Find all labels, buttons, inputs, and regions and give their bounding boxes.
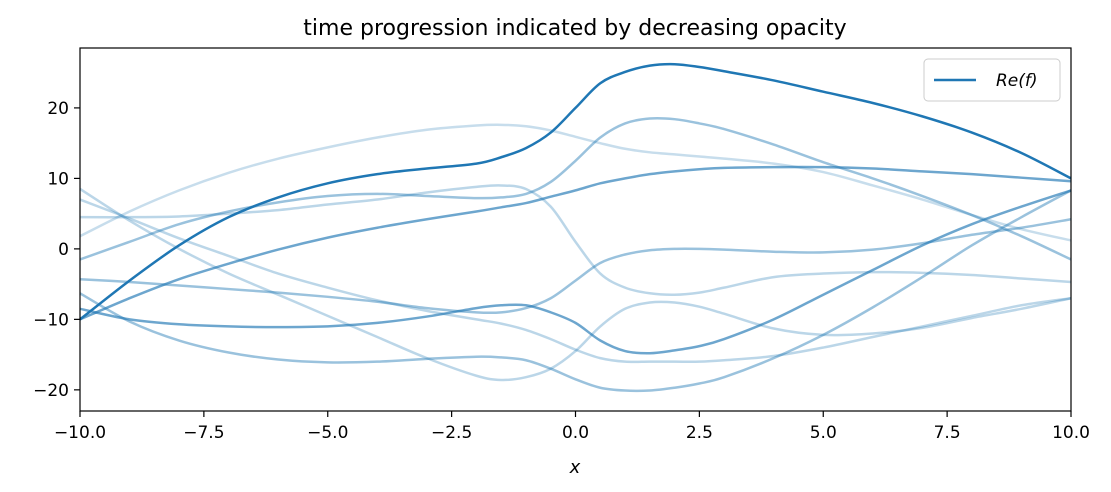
series-line-6 [79,116,1072,261]
series-line-3 [79,189,1072,355]
legend: Re(f) [923,58,1061,102]
y-tick-label: −20 [33,381,69,401]
x-tick-label: −10.0 [54,423,106,443]
x-tick-label: −5.0 [307,423,348,443]
y-axis-ticks: −20 −10 0 10 20 [33,99,80,401]
y-tick-label: 10 [47,169,69,189]
series-line-9 [79,198,1072,364]
chart-title: time progression indicated by decreasing… [303,16,846,41]
x-tick-label: 0.0 [562,423,589,443]
x-tick-label: 2.5 [686,423,713,443]
series-line-7 [79,187,1072,382]
series-line-4 [79,189,1072,393]
series-line-5 [79,218,1072,315]
series-line-1 [79,62,1072,321]
x-axis-ticks: −10.0 −7.5 −5.0 −2.5 0.0 2.5 5.0 7.5 10.0 [54,411,1090,443]
series-line-10 [79,123,1072,242]
x-axis-label: x [569,457,581,478]
x-tick-label: 5.0 [810,423,837,443]
x-tick-label: −2.5 [431,423,472,443]
x-tick-label: 7.5 [934,423,961,443]
y-tick-label: −10 [33,310,69,330]
x-tick-label: 10.0 [1052,423,1090,443]
y-tick-label: 0 [58,240,69,260]
legend-label-ref: Re(f) [996,71,1038,91]
y-tick-label: 20 [47,99,69,119]
x-tick-label: −7.5 [183,423,224,443]
series-lines [79,62,1072,393]
legend-box [923,58,1061,102]
series-line-2 [79,165,1072,321]
